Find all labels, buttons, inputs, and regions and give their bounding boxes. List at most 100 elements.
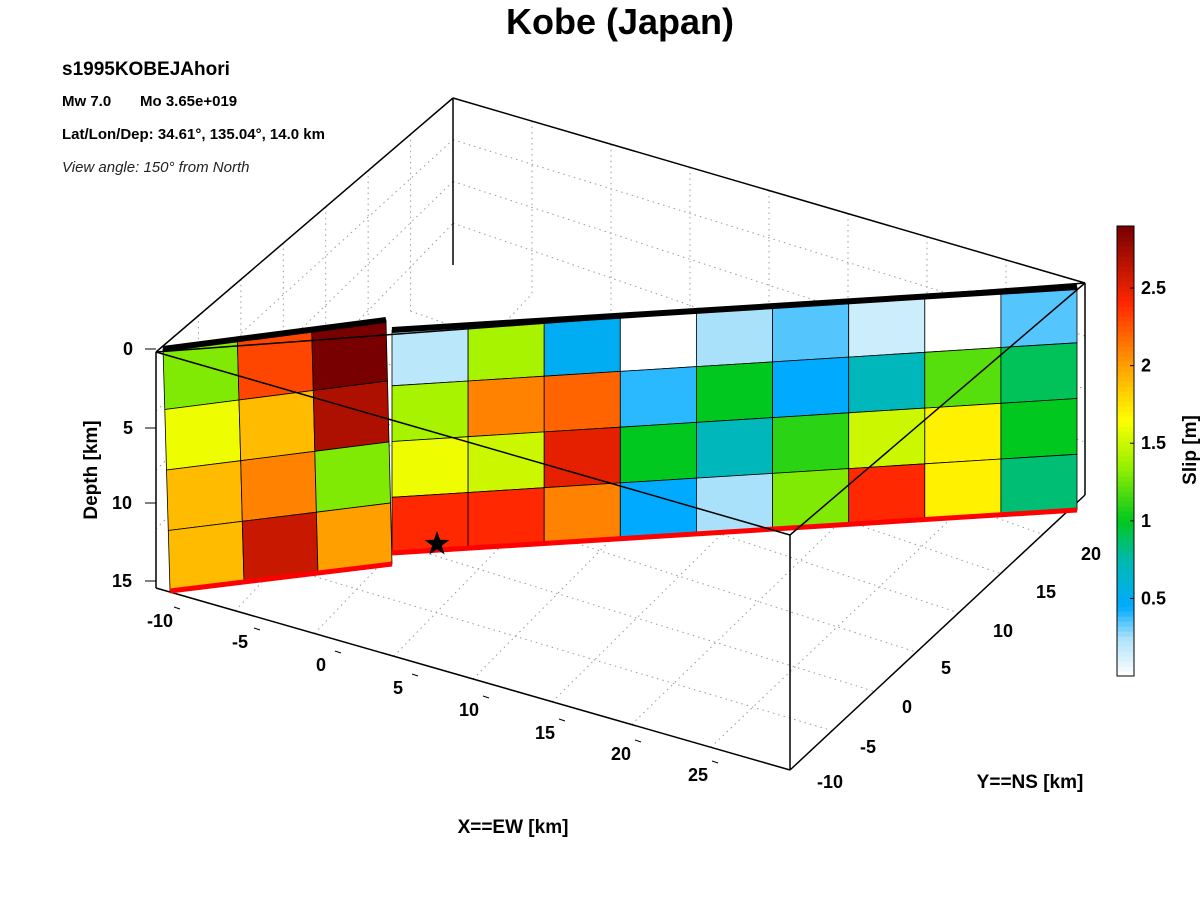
- colorbar-tick-label: 2.5: [1141, 278, 1166, 298]
- slip-patch: [619, 421, 697, 484]
- y-tick-label: -5: [860, 737, 876, 757]
- colorbar-band: [1117, 601, 1134, 607]
- colorbar-band: [1117, 406, 1134, 412]
- tick-labels: -10 -5 0 5 10 15 20 25 -10 -5 0 5 10 15 20 0 5 10 15: [112, 339, 1101, 792]
- colorbar-band: [1117, 246, 1134, 252]
- slip-patch: [314, 441, 391, 513]
- colorbar-band: [1117, 266, 1134, 272]
- z-tick-label: 15: [112, 571, 132, 591]
- colorbar-band: [1117, 481, 1134, 487]
- colorbar-band: [1117, 416, 1134, 422]
- y-tick-label: 10: [993, 621, 1013, 641]
- colorbar-tick-label: 1: [1141, 511, 1151, 531]
- colorbar-band: [1117, 341, 1134, 347]
- colorbar-band: [1117, 641, 1134, 647]
- colorbar-band: [1117, 571, 1134, 577]
- x-tick-mark: [482, 695, 490, 699]
- colorbar-band: [1117, 311, 1134, 317]
- colorbar-band: [1117, 421, 1134, 427]
- colorbar-band: [1117, 331, 1134, 337]
- slip-patch: [467, 431, 545, 493]
- colorbar-band: [1117, 276, 1134, 282]
- box-edge: [155, 97, 454, 353]
- z-axis-label: Depth [km]: [81, 420, 102, 519]
- colorbar-tick-label: 0.5: [1141, 588, 1166, 608]
- colorbar-band: [1117, 306, 1134, 312]
- y-tick-label: 15: [1036, 582, 1056, 602]
- slip-patch: [848, 463, 926, 525]
- axes-box-front: [155, 282, 1086, 770]
- x-tick-mark: [411, 673, 419, 677]
- colorbar-band: [1117, 261, 1134, 267]
- slip-patch: [167, 520, 245, 592]
- x-tick-label: -10: [147, 611, 173, 631]
- colorbar-band: [1117, 381, 1134, 387]
- chart-title: Kobe (Japan): [506, 1, 734, 42]
- y-tick-label: 20: [1081, 544, 1101, 564]
- slip-patch: [164, 399, 242, 471]
- x-tick-label: -5: [232, 632, 248, 652]
- slip-patch: [924, 458, 1002, 521]
- colorbar-band: [1117, 506, 1134, 512]
- colorbar-band: [1117, 651, 1134, 657]
- colorbar-band: [1117, 586, 1134, 592]
- colorbar-frame: [1116, 225, 1135, 677]
- colorbar-band: [1117, 631, 1134, 637]
- gridline: [452, 181, 1086, 390]
- colorbar-band: [1117, 656, 1134, 662]
- view-angle: View angle: 150° from North: [62, 159, 250, 176]
- colorbar-band: [1117, 446, 1134, 452]
- colorbar-band: [1117, 606, 1134, 612]
- colorbar-band: [1117, 326, 1134, 332]
- y-tick-label: 0: [902, 697, 912, 717]
- y-tick-label: 5: [941, 658, 951, 678]
- x-tick-label: 25: [688, 765, 708, 785]
- slip-patch: [1000, 286, 1078, 348]
- colorbar-band: [1117, 636, 1134, 642]
- slip-patch: [848, 351, 926, 414]
- colorbar-band: [1117, 386, 1134, 392]
- colorbar-label: Slip [m]: [1180, 415, 1200, 485]
- colorbar-band: [1117, 626, 1134, 632]
- x-tick-label: 10: [459, 700, 479, 720]
- colorbar-band: [1117, 671, 1134, 677]
- colorbar-band: [1117, 581, 1134, 587]
- colorbar-band: [1117, 556, 1134, 562]
- colorbar-band: [1117, 351, 1134, 357]
- colorbar-band: [1117, 541, 1134, 547]
- x-tick-mark: [253, 627, 261, 631]
- colorbar-band: [1117, 431, 1134, 437]
- colorbar-band: [1117, 536, 1134, 542]
- slip-patch: [696, 472, 773, 535]
- slip-patch: [1000, 398, 1078, 460]
- colorbar-band: [1117, 426, 1134, 432]
- box-edge: [155, 351, 791, 536]
- colorbar-band: [1117, 371, 1134, 377]
- colorbar-band: [1117, 356, 1134, 362]
- colorbar-band: [1117, 361, 1134, 367]
- colorbar-band: [1117, 236, 1134, 242]
- gridline: [452, 222, 1086, 443]
- slip-patch: [619, 310, 697, 372]
- x-tick-label: 15: [535, 723, 555, 743]
- colorbar-band: [1117, 486, 1134, 492]
- fault-top-edge: [162, 317, 387, 352]
- z-tick-label: 10: [112, 493, 132, 513]
- colorbar-band: [1117, 646, 1134, 652]
- slip-patch: [696, 361, 773, 423]
- colorbar-tick-label: 2: [1141, 356, 1151, 376]
- slip-patch: [619, 477, 697, 540]
- slip-patch: [238, 390, 316, 462]
- slip-patch: [543, 426, 621, 489]
- colorbar-band: [1117, 296, 1134, 302]
- axes-box: [155, 97, 1086, 771]
- box-edge: [452, 97, 1086, 284]
- slip-patch: [924, 347, 1002, 409]
- colorbar-band: [1117, 526, 1134, 532]
- colorbar-band: [1117, 531, 1134, 537]
- colorbar-band: [1117, 451, 1134, 457]
- colorbar-band: [1117, 316, 1134, 322]
- colorbar-band: [1117, 496, 1134, 502]
- box-edge: [789, 282, 1086, 536]
- slip-patch: [241, 511, 319, 583]
